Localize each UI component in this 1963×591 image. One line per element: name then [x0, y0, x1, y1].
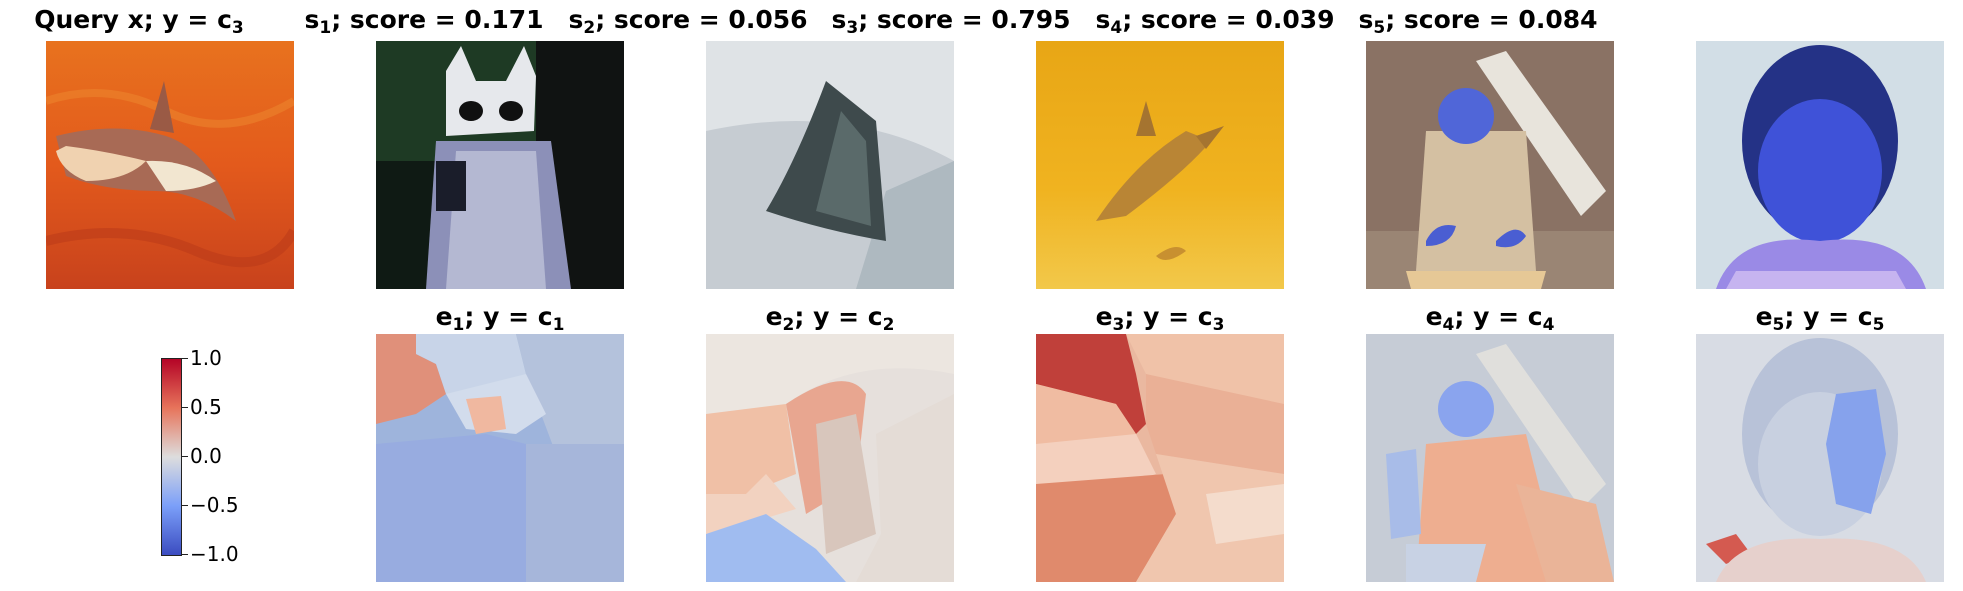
colorbar [161, 358, 182, 556]
explanation-title-3: e3; y = c3 [1095, 302, 1225, 335]
query-image [46, 41, 294, 289]
sample-image-3 [1036, 41, 1284, 289]
sample-image-5 [1696, 41, 1944, 289]
explanation-heatmap-1 [376, 334, 624, 582]
sample-image-4 [1366, 41, 1614, 289]
sample-image-1 [376, 41, 624, 289]
sample-title-2: s2; score = 0.056 [568, 5, 808, 38]
colorbar-tick [182, 358, 188, 359]
query-title: Query x; y = c3 [0, 5, 289, 37]
colorbar-tick-label: 1.0 [190, 346, 222, 370]
colorbar-tick-label: −0.5 [190, 493, 239, 517]
explanation-title-5: e5; y = c5 [1755, 302, 1885, 335]
explanation-heatmap-2 [706, 334, 954, 582]
colorbar-tick [182, 505, 188, 506]
colorbar-tick-label: −1.0 [190, 542, 239, 566]
explanation-heatmap-3 [1036, 334, 1284, 582]
explanation-heatmap-4 [1366, 334, 1614, 582]
explanation-title-2: e2; y = c2 [765, 302, 895, 335]
colorbar-tick [182, 407, 188, 408]
colorbar-tick [182, 456, 188, 457]
query-class-sub: 3 [231, 18, 244, 38]
colorbar-tick [182, 554, 188, 555]
explanation-title-4: e4; y = c4 [1425, 302, 1555, 335]
sample-title-4: s4; score = 0.039 [1095, 5, 1335, 38]
sample-title-3: s3; score = 0.795 [831, 5, 1071, 38]
explanation-heatmap-5 [1696, 334, 1944, 582]
colorbar-tick-label: 0.5 [190, 395, 222, 419]
colorbar-tick-label: 0.0 [190, 444, 222, 468]
sample-title-1: s1; score = 0.171 [304, 5, 544, 38]
sample-image-2 [706, 41, 954, 289]
query-title-text: Query x; y = c [34, 5, 232, 34]
explanation-title-1: e1; y = c1 [435, 302, 565, 335]
sample-title-5: s5; score = 0.084 [1358, 5, 1598, 38]
